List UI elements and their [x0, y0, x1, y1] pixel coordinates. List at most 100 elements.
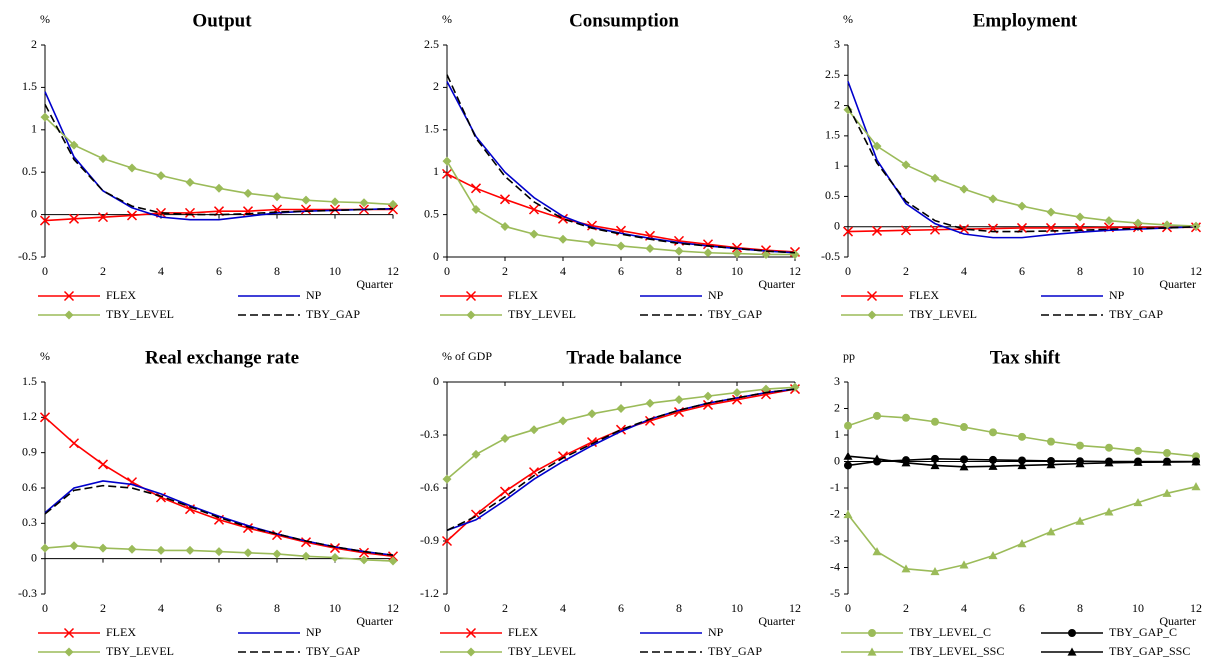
x-tick-label: 2	[502, 264, 508, 278]
chart-panel: Consumption% 0 0.5 1 1.5 2 2.5 0 2 4 6 8 10 12Quarter…	[424, 10, 801, 320]
data-point	[300, 204, 312, 215]
legend-label: TBY_GAP	[306, 644, 360, 658]
data-point	[441, 535, 453, 547]
data-point	[98, 154, 108, 164]
legend-marker	[867, 647, 877, 656]
y-tick-label: -0.5	[821, 249, 840, 263]
y-tick-label: 1	[31, 122, 37, 136]
data-point	[1075, 516, 1085, 525]
data-point	[156, 545, 166, 555]
data-point	[330, 197, 340, 207]
data-point	[271, 530, 283, 541]
data-point	[214, 547, 224, 557]
data-point	[1104, 216, 1114, 226]
legend-label: FLEX	[106, 625, 136, 639]
y-tick-label: 0	[433, 249, 439, 263]
data-point	[471, 449, 481, 459]
x-tick-label: 2	[100, 601, 106, 615]
data-point	[930, 566, 940, 576]
legend-label: FLEX	[508, 288, 538, 302]
unit-label: %	[442, 12, 452, 26]
data-point	[901, 160, 911, 170]
x-tick-label: 12	[387, 601, 399, 615]
legend-label: FLEX	[909, 288, 939, 302]
legend-marker	[465, 627, 477, 639]
unit-label: %	[40, 349, 50, 363]
legend-label: NP	[1109, 288, 1125, 302]
legend-marker	[867, 310, 877, 320]
x-tick-label: 0	[845, 601, 851, 615]
y-tick-label: 2	[834, 400, 840, 414]
data-point	[843, 510, 853, 519]
data-point	[871, 225, 883, 236]
x-tick-label: 4	[560, 264, 566, 278]
x-axis-label: Quarter	[1159, 614, 1196, 628]
series-line	[446, 74, 796, 254]
data-point	[98, 543, 108, 553]
data-point	[529, 425, 539, 435]
data-point	[1162, 488, 1172, 497]
legend-marker	[64, 647, 74, 657]
data-point	[1133, 498, 1143, 507]
legend-label: TBY_GAP_SSC	[1109, 644, 1190, 658]
data-point	[989, 455, 997, 464]
data-point	[388, 199, 398, 209]
data-point	[68, 213, 80, 224]
data-point	[1046, 207, 1056, 217]
data-point	[902, 413, 910, 422]
y-tick-label: -3	[830, 533, 840, 547]
data-point	[39, 412, 51, 423]
data-point	[1133, 218, 1143, 228]
data-point	[988, 461, 998, 470]
legend-marker	[466, 647, 476, 657]
data-point	[988, 551, 998, 560]
legend-label: FLEX	[106, 288, 136, 302]
x-tick-label: 10	[329, 264, 341, 278]
data-point	[761, 249, 771, 259]
x-tick-label: 0	[444, 601, 450, 615]
series-line	[847, 485, 1197, 573]
data-point	[557, 213, 569, 224]
series-line	[446, 386, 796, 480]
data-point	[1134, 446, 1142, 455]
data-point	[673, 235, 685, 246]
data-point	[1017, 460, 1027, 470]
legend-label: TBY_LEVEL	[909, 307, 977, 321]
x-tick-label: 6	[618, 264, 624, 278]
data-point	[930, 460, 940, 470]
x-tick-label: 8	[1077, 264, 1083, 278]
data-point	[272, 549, 282, 559]
data-point	[960, 423, 968, 432]
data-point	[872, 547, 882, 556]
x-tick-label: 2	[502, 601, 508, 615]
data-point	[185, 545, 195, 555]
chart-panel: Employment% -0.5 0 0.5 1 1.5 2 2.5 3 0 2 4 6 8 10 12Qua…	[821, 10, 1202, 320]
data-point	[529, 229, 539, 239]
data-point	[645, 244, 655, 254]
data-point	[1104, 458, 1114, 467]
data-point	[843, 451, 853, 460]
x-tick-label: 0	[42, 601, 48, 615]
x-axis-label: Quarter	[1159, 277, 1196, 291]
data-point	[359, 555, 369, 565]
legend-label: TBY_LEVEL	[508, 307, 576, 321]
x-tick-label: 6	[216, 264, 222, 278]
data-point	[359, 198, 369, 208]
legend-marker	[1068, 629, 1076, 637]
chart-title: Employment	[973, 10, 1078, 31]
data-point	[703, 248, 713, 258]
unit-label: %	[40, 12, 50, 26]
data-point	[1191, 482, 1201, 491]
y-tick-label: -0.5	[18, 249, 37, 263]
y-tick-label: 1	[433, 164, 439, 178]
y-tick-label: 1.5	[22, 374, 37, 388]
x-tick-label: 12	[1190, 601, 1202, 615]
data-point	[645, 398, 655, 408]
chart-panel: Real exchange rate% -0.3 0 0.3 0.6 0.9 1.2 1.5 0…	[18, 347, 399, 657]
x-tick-label: 10	[731, 601, 743, 615]
data-point	[843, 105, 853, 115]
x-tick-label: 12	[789, 264, 801, 278]
x-tick-label: 2	[903, 264, 909, 278]
